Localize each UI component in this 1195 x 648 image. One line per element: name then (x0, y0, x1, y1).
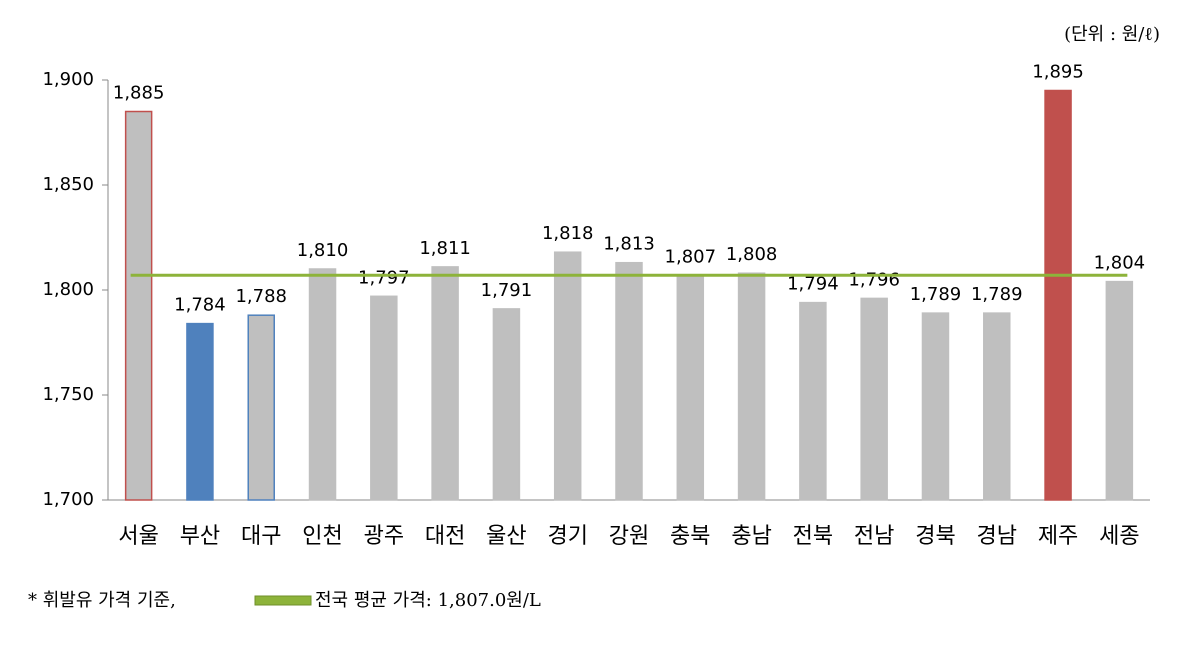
bar (860, 297, 888, 501)
value-label: 1,895 (1032, 62, 1084, 83)
value-label: 1,796 (848, 269, 900, 290)
x-tick-label: 강원 (609, 524, 649, 549)
bar (370, 295, 398, 501)
footnote: * 휘발유 가격 기준, (28, 590, 176, 611)
y-tick-label: 1,800 (42, 279, 94, 300)
value-label: 1,813 (603, 234, 655, 255)
bar (492, 308, 521, 501)
bar (431, 266, 459, 501)
x-tick-label: 대전 (425, 524, 465, 549)
x-tick-label: 대구 (241, 524, 281, 549)
legend-label: 전국 평균 가격: 1,807.0원/L (315, 590, 541, 611)
value-label: 1,788 (235, 286, 287, 307)
x-tick-label: 경북 (915, 524, 955, 549)
bar (247, 314, 275, 501)
value-label: 1,789 (910, 284, 962, 305)
x-tick-label: 부산 (180, 524, 220, 549)
value-label: 1,789 (971, 284, 1023, 305)
x-tick-label: 전북 (793, 524, 833, 549)
value-label: 1,818 (542, 223, 594, 244)
x-tick-label: 충북 (670, 524, 710, 549)
bar (676, 274, 705, 501)
x-tick-label: 전남 (854, 524, 894, 549)
x-tick-label: 경남 (977, 524, 1017, 549)
x-tick-label: 제주 (1038, 524, 1078, 549)
bar (308, 268, 337, 501)
bar (553, 251, 582, 501)
y-tick-label: 1,900 (42, 69, 94, 90)
value-label: 1,808 (726, 244, 778, 265)
bar (615, 261, 643, 501)
value-label: 1,794 (787, 274, 839, 295)
y-tick-label: 1,750 (42, 384, 94, 405)
value-label: 1,804 (1094, 253, 1146, 274)
x-tick-label: 경기 (547, 524, 587, 549)
bar (186, 322, 214, 501)
x-tick-label: 세종 (1099, 524, 1139, 549)
x-tick-label: 서울 (118, 524, 158, 549)
value-label: 1,810 (297, 240, 349, 261)
y-tick-label: 1,850 (42, 174, 94, 195)
bar (1105, 280, 1134, 501)
bar (1044, 89, 1072, 501)
value-label: 1,797 (358, 267, 410, 288)
value-label: 1,807 (665, 246, 717, 267)
x-tick-label: 인천 (302, 524, 342, 549)
legend-swatch (254, 595, 312, 606)
bar (737, 272, 766, 501)
bar (799, 301, 827, 501)
bar (124, 110, 153, 501)
unit-label: (단위 : 원/ℓ) (1064, 24, 1160, 45)
x-tick-label: 광주 (364, 524, 404, 549)
value-label: 1,784 (174, 295, 226, 316)
x-tick-label: 충남 (731, 524, 771, 549)
y-tick-label: 1,700 (42, 489, 94, 510)
bar (921, 312, 950, 501)
bar (983, 312, 1011, 501)
value-label: 1,811 (419, 238, 471, 259)
x-tick-label: 울산 (486, 524, 526, 549)
value-label: 1,885 (113, 83, 165, 104)
value-label: 1,791 (481, 280, 533, 301)
